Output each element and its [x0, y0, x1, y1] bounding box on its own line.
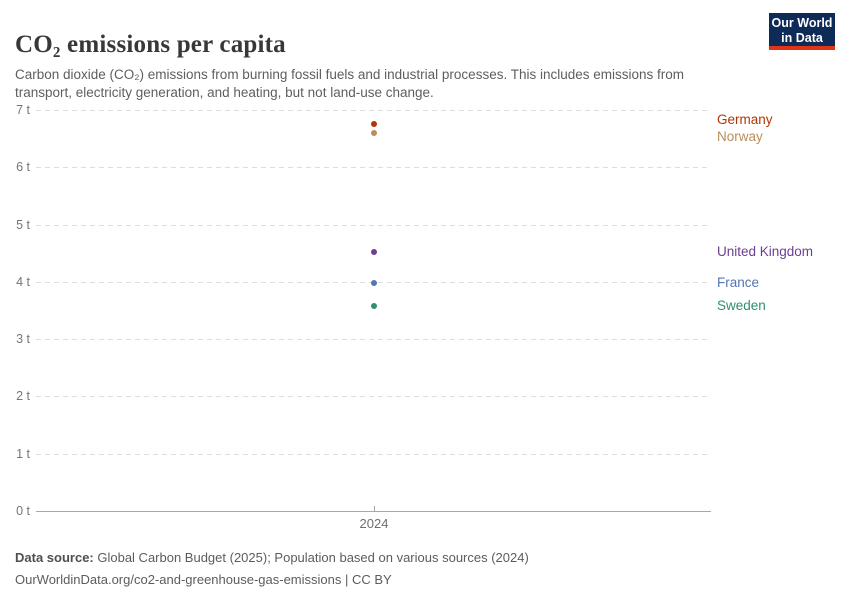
series-label-united-kingdom[interactable]: United Kingdom — [717, 244, 814, 260]
gridline — [36, 167, 711, 169]
gridline — [36, 453, 711, 455]
gridline — [36, 339, 711, 341]
series-label-france[interactable]: France — [717, 275, 760, 290]
y-axis-tick-label: 1 t — [16, 446, 30, 461]
y-axis-tick-label: 7 t — [16, 103, 30, 117]
x-axis-tick-label: 2024 — [359, 516, 389, 531]
data-point-germany[interactable] — [371, 121, 377, 128]
y-axis-tick-label: 4 t — [16, 274, 30, 289]
y-axis-tick-label: 6 t — [16, 160, 30, 175]
data-source-label: Data source: — [15, 550, 94, 565]
y-axis-tick-label: 0 t — [16, 504, 30, 518]
data-point-norway[interactable] — [371, 129, 377, 136]
series-label-norway[interactable]: Norway — [717, 129, 763, 145]
data-point-united-kingdom[interactable] — [371, 249, 377, 256]
page-title: CO₂ emissions per capita — [15, 30, 286, 58]
y-axis-tick-label: 3 t — [16, 332, 30, 347]
chart-footer: Data source: Global Carbon Budget (2025)… — [15, 547, 529, 590]
series-label-germany[interactable]: Germany — [717, 112, 773, 128]
x-axis-line — [36, 511, 711, 512]
owid-logo-line1: Our World — [771, 16, 833, 30]
data-source-text: Global Carbon Budget (2025); Population … — [93, 550, 529, 565]
x-axis-tick-mark — [374, 506, 375, 511]
owid-url-link[interactable]: OurWorldinData.org/co2-and-greenhouse-ga… — [15, 571, 392, 587]
y-axis-tick-label: 5 t — [16, 217, 30, 232]
gridline — [36, 224, 711, 226]
gridline — [36, 396, 711, 398]
chart-subtitle: Carbon dioxide (CO₂) emissions from burn… — [15, 66, 685, 100]
y-axis-tick-label: 2 t — [16, 389, 30, 404]
series-label-sweden[interactable]: Sweden — [717, 297, 766, 313]
data-source-line: Data source: Global Carbon Budget (2025)… — [15, 547, 529, 569]
owid-logo-line2: in Data — [781, 30, 823, 45]
data-point-sweden[interactable] — [371, 302, 377, 309]
gridline — [36, 110, 711, 111]
data-point-france[interactable] — [371, 280, 377, 286]
owid-logo[interactable]: Our World in Data — [769, 13, 835, 50]
